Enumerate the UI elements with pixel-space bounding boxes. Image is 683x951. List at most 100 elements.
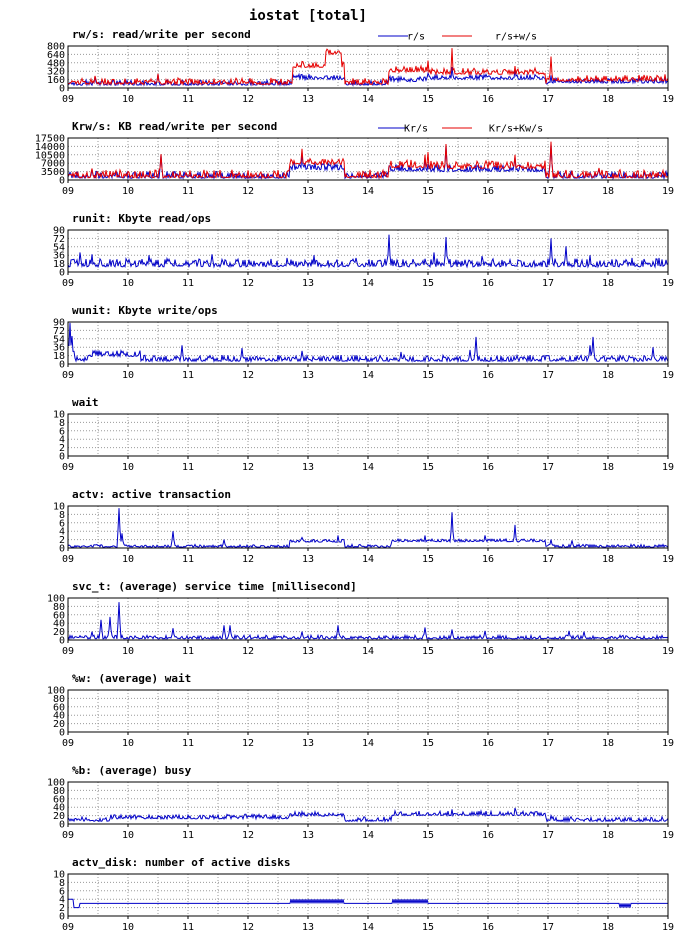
chart-panels: rw/s: read/write per second0160320480640… (35, 28, 674, 933)
chart-panel-1: rw/s: read/write per second 0160320480640… (47, 28, 674, 105)
y-tick-label: 60 (53, 794, 65, 805)
x-tick-label: 12 (242, 370, 254, 381)
x-tick-label: 18 (602, 370, 614, 381)
x-tick-label: 09 (62, 554, 74, 565)
x-tick-label: 13 (302, 278, 314, 289)
series-line-1 (67, 508, 669, 549)
y-tick-label: 0 (59, 360, 65, 371)
y-tick-label: 54 (53, 242, 65, 253)
y-tick-label: 3500 (41, 167, 65, 178)
plot-frame (67, 413, 669, 457)
series-line-1 (68, 322, 669, 364)
x-tick-label: 17 (542, 830, 554, 841)
x-tick-label: 09 (62, 922, 74, 933)
x-tick-label: 18 (602, 554, 614, 565)
legend-label: r/s+w/s (495, 32, 537, 43)
chart-title: wait (72, 396, 99, 409)
y-tick-label: 20 (53, 627, 65, 638)
y-tick-label: 18 (53, 351, 65, 362)
x-tick-label: 18 (602, 94, 614, 105)
x-tick-label: 16 (482, 738, 494, 749)
x-tick-label: 11 (182, 186, 194, 197)
x-tick-label: 17 (542, 646, 554, 657)
x-tick-label: 17 (542, 370, 554, 381)
x-tick-label: 19 (662, 278, 674, 289)
y-tick-label: 54 (53, 334, 65, 345)
y-tick-label: 20 (53, 719, 65, 730)
y-tick-label: 10500 (35, 150, 65, 161)
y-tick-label: 18 (53, 259, 65, 270)
plot-frame (67, 689, 669, 733)
x-tick-label: 15 (422, 738, 434, 749)
x-tick-label: 10 (122, 278, 134, 289)
y-tick-label: 8 (59, 878, 65, 889)
series-line-kr-s (67, 143, 669, 181)
plot-frame (67, 873, 669, 917)
series-line-1 (68, 898, 668, 909)
y-tick-label: 6 (59, 886, 65, 897)
y-tick-label: 40 (53, 803, 65, 814)
y-tick-label: 320 (47, 67, 65, 78)
x-tick-label: 19 (662, 646, 674, 657)
y-tick-label: 4 (59, 435, 65, 446)
chart-panel-2: Krw/s: KB read/write per second 035007000… (35, 120, 674, 197)
y-tick-label: 640 (47, 50, 65, 61)
y-tick-label: 6 (59, 518, 65, 529)
y-tick-label: 80 (53, 602, 65, 613)
x-tick-label: 09 (62, 738, 74, 749)
x-tick-label: 11 (182, 554, 194, 565)
x-tick-label: 14 (362, 922, 374, 933)
y-tick-label: 2 (59, 903, 65, 914)
y-tick-label: 8 (59, 418, 65, 429)
series-line-r-s (67, 66, 669, 88)
x-tick-label: 16 (482, 554, 494, 565)
x-tick-label: 13 (302, 94, 314, 105)
y-tick-label: 10 (53, 502, 65, 513)
x-tick-label: 11 (182, 462, 194, 473)
y-tick-label: 36 (53, 343, 65, 354)
series-line-kr-s-kw-s (67, 141, 669, 180)
x-tick-label: 14 (362, 94, 374, 105)
x-tick-label: 13 (302, 922, 314, 933)
x-tick-label: 10 (122, 462, 134, 473)
x-tick-label: 09 (62, 646, 74, 657)
x-tick-label: 12 (242, 278, 254, 289)
x-tick-label: 13 (302, 554, 314, 565)
x-tick-label: 11 (182, 738, 194, 749)
y-tick-label: 2 (59, 443, 65, 454)
y-tick-label: 72 (53, 326, 65, 337)
x-tick-label: 19 (662, 462, 674, 473)
x-tick-label: 13 (302, 462, 314, 473)
chart-title: runit: Kbyte read/ops (72, 212, 211, 225)
x-tick-label: 16 (482, 370, 494, 381)
x-tick-label: 13 (302, 646, 314, 657)
x-tick-label: 18 (602, 646, 614, 657)
legend-label: Kr/s (404, 124, 428, 135)
y-tick-label: 40 (53, 619, 65, 630)
series-line-1 (67, 602, 669, 641)
x-tick-label: 12 (242, 94, 254, 105)
plot-frame (67, 505, 669, 549)
chart-title: rw/s: read/write per second (72, 28, 251, 41)
x-tick-label: 19 (662, 830, 674, 841)
x-tick-label: 10 (122, 554, 134, 565)
y-tick-label: 90 (53, 226, 65, 237)
x-tick-label: 12 (242, 554, 254, 565)
series-line-1 (67, 807, 669, 824)
x-tick-label: 09 (62, 462, 74, 473)
x-tick-label: 10 (122, 646, 134, 657)
chart-title: actv: active transaction (72, 488, 231, 501)
y-tick-label: 72 (53, 234, 65, 245)
x-tick-label: 09 (62, 94, 74, 105)
x-tick-label: 17 (542, 922, 554, 933)
x-tick-label: 15 (422, 830, 434, 841)
page-title: iostat [total] (249, 8, 367, 24)
y-tick-label: 0 (59, 84, 65, 95)
y-tick-label: 80 (53, 694, 65, 705)
x-tick-label: 11 (182, 830, 194, 841)
y-tick-label: 0 (59, 452, 65, 463)
